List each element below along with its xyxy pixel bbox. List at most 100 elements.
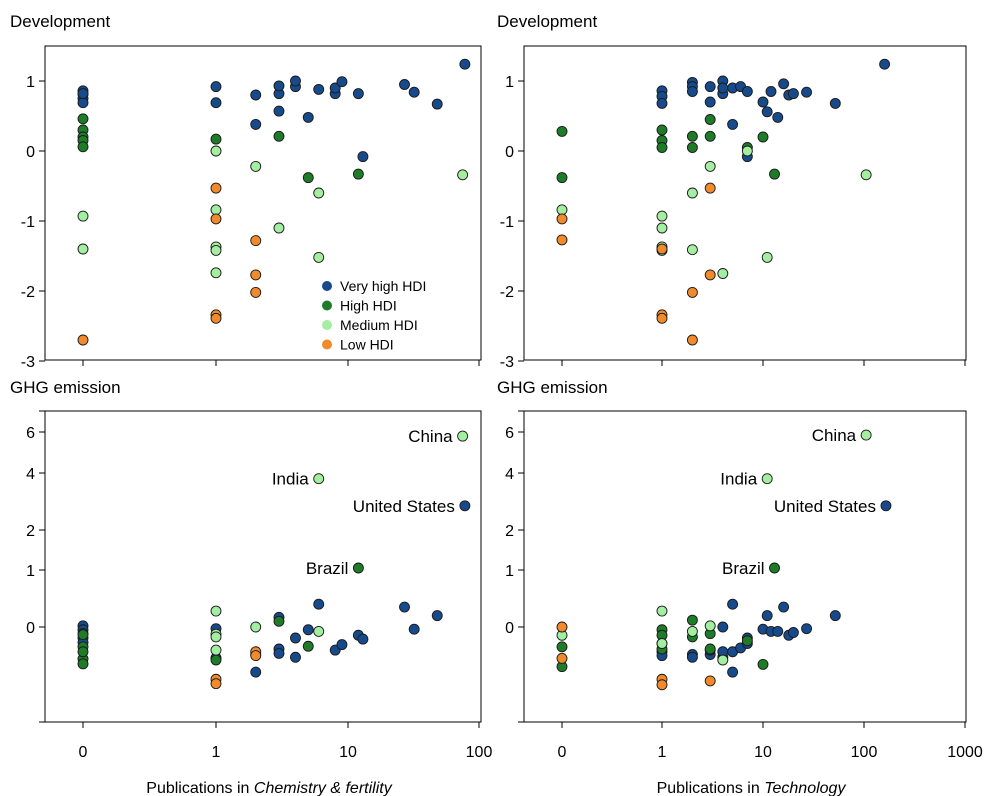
panel-title: Development [497,12,597,31]
point-very-high-hdi [727,598,739,610]
point-very-high-hdi [290,651,301,663]
point-high-hdi [352,168,364,180]
point-low-hdi [656,679,668,691]
point-medium-hdi [210,605,222,617]
point-very-high-hdi [686,86,698,97]
point-very-high-hdi [765,86,777,97]
x-tick-label: 10 [339,744,357,761]
legend-marker [322,339,332,350]
point-very-high-hdi [761,106,773,118]
point-very-high-hdi [801,86,813,98]
point-medium-hdi [313,187,325,199]
point-very-high-hdi [313,598,325,610]
point-medium-hdi [210,204,222,216]
plot-frame [523,45,967,361]
annotation-label: China [408,427,453,446]
x-tick-label: 100 [466,744,493,761]
panel-title: GHG emission [497,378,608,397]
point-medium-hdi [457,430,469,442]
point-high-hdi [210,654,222,666]
point-very-high-hdi [357,633,369,645]
y-tick-label: -1 [500,214,514,231]
legend: Very high HDI High HDI Medium HDI Low HDI [322,278,426,353]
point-high-hdi [769,168,780,180]
chart-panel-1: Development 1 0 -1 -2 -3 Very high HDI High HDI… [10,12,482,371]
point-very-high-hdi [352,88,364,100]
point-medium-hdi [210,244,222,256]
point-medium-hdi [717,654,729,666]
x-tick-label: 0 [558,744,567,761]
y-tick-label: 2 [505,523,514,540]
point-very-high-hdi [313,83,325,95]
point-very-high-hdi [302,624,314,636]
point-very-high-hdi [431,98,443,110]
point-medium-hdi [656,605,668,617]
point-very-high-hdi [459,500,471,512]
x-axis-label: Publications in Chemistry & fertility [146,780,392,796]
point-very-high-hdi [408,623,420,635]
y-tick-label: 0 [505,620,514,637]
point-low-hdi [704,675,716,687]
point-low-hdi [656,243,668,255]
y-tick-label: 6 [26,425,35,442]
y-tick-label: 0 [26,620,35,637]
x-tick-label: 10 [754,744,772,761]
x-tick-label: 1 [658,744,667,761]
point-medium-hdi [556,204,568,216]
point-low-hdi [556,652,568,664]
x-tick-label: 1000 [947,744,983,761]
point-medium-hdi [77,243,89,255]
y-tick-label: 0 [505,144,514,161]
x-tick-label: 1 [212,744,221,761]
y-tick-label: 1 [505,74,514,91]
annotation-label: India [720,470,757,489]
point-low-hdi [210,182,222,194]
point-very-high-hdi [717,621,729,633]
point-medium-hdi [741,145,753,157]
legend-marker [322,281,332,291]
point-low-hdi [210,678,222,690]
point-medium-hdi [210,145,222,157]
point-very-high-hdi [686,651,698,663]
chart-panel-2: Development 1 0 -1 -2 -3 [497,12,967,371]
point-low-hdi [250,235,262,247]
point-high-hdi [741,635,753,647]
point-medium-hdi [704,620,716,632]
point-very-high-hdi [717,82,729,94]
point-very-high-hdi [761,610,773,622]
point-medium-hdi [704,160,716,172]
point-very-high-hdi [290,75,301,87]
point-medium-hdi [77,210,89,222]
x-tick-label: 100 [851,744,878,761]
point-very-high-hdi [772,625,784,637]
y-tick-label: -3 [21,354,35,371]
point-very-high-hdi [77,88,89,100]
point-very-high-hdi [431,610,443,622]
point-low-hdi [250,650,262,662]
point-medium-hdi [250,621,262,633]
point-very-high-hdi [210,81,222,93]
y-tick-label: 1 [505,563,514,580]
point-low-hdi [686,286,698,298]
point-very-high-hdi [787,627,799,638]
point-low-hdi [704,182,716,194]
point-medium-hdi [313,473,325,485]
point-very-high-hdi [880,500,892,512]
point-high-hdi [302,172,314,184]
point-low-hdi [656,312,668,324]
plot-frame [44,410,482,723]
point-low-hdi [210,312,222,324]
point-high-hdi [704,114,716,125]
point-very-high-hdi [273,80,285,92]
y-tick-label: 1 [26,74,35,91]
y-tick-label: 4 [505,466,514,483]
point-very-high-hdi [290,632,301,644]
point-high-hdi [210,133,222,145]
panel-title: GHG emission [10,378,121,397]
legend-marker [322,320,332,330]
point-low-hdi [556,234,568,246]
y-tick-label: 2 [26,523,35,540]
